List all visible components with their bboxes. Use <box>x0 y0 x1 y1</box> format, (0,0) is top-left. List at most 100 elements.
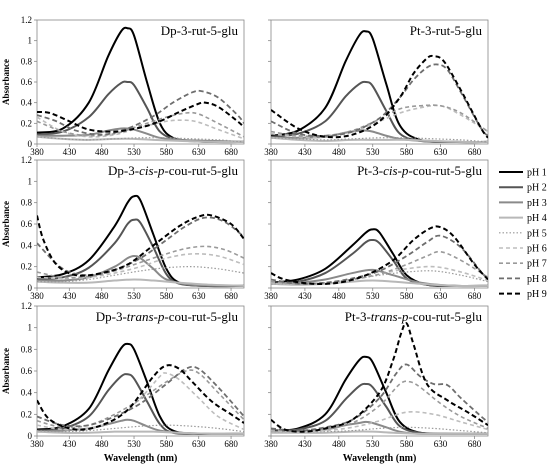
series-line-ph9 <box>37 101 244 133</box>
x-axis-label: Wavelength (nm) <box>104 453 178 464</box>
legend-item: pH 5 <box>499 228 547 239</box>
y-tick-label: 0.8 <box>21 344 33 354</box>
legend-label: pH 2 <box>527 183 547 194</box>
panel-title: Dp-3-rut-5-glu <box>161 23 239 38</box>
x-tick-label: 630 <box>434 291 448 301</box>
x-axis-label: Wavelength (nm) <box>343 453 417 464</box>
legend: pH 1 pH 2 pH 3 pH 4 pH 5 pH 6 pH 7 pH 8 pH 9 <box>499 168 547 300</box>
series-line-ph6 <box>37 252 244 280</box>
x-tick-label: 580 <box>400 147 414 157</box>
chart-panel-5: 0 0.2 0.4 0.6 0.8 1 1.2 380 430 480 530 580 630 680 Ab… <box>1 301 245 464</box>
series-line-ph9 <box>37 364 244 431</box>
series-line-ph2 <box>37 80 244 144</box>
series-line-ph4 <box>271 430 488 435</box>
panel-title: Pt-3-cis-p-cou-rut-5-glu <box>357 163 482 178</box>
legend-item: pH 2 <box>499 183 547 194</box>
x-tick-label: 630 <box>434 439 448 449</box>
series-line-ph6 <box>271 411 488 433</box>
legend-label: pH 3 <box>527 198 547 209</box>
series-line-ph9 <box>271 225 488 286</box>
series-line-ph6 <box>271 104 488 139</box>
legend-label: pH 5 <box>527 228 547 239</box>
chart-panel-2: 380 430 480 530 580 630 680 Pt-3-rut-5-glu <box>264 19 489 157</box>
series-line-ph8 <box>37 365 244 428</box>
series-line-ph4 <box>37 278 244 287</box>
y-tick-label: 0.4 <box>21 98 33 108</box>
y-axis-label: Absorbance <box>1 348 11 394</box>
legend-label: pH 6 <box>527 244 547 255</box>
chart-panel-4: 380 430 480 530 580 630 680 Pt-3-cis-p-cou-rut-… <box>264 159 489 301</box>
series-group <box>271 30 488 144</box>
x-tick-label: 380 <box>264 147 278 157</box>
x-tick-label: 680 <box>468 439 482 449</box>
y-tick-label: 0.6 <box>21 77 33 87</box>
series-line-ph9 <box>37 213 244 277</box>
legend-item: pH 3 <box>499 198 547 209</box>
x-tick-label: 630 <box>192 147 206 157</box>
series-line-ph8 <box>271 63 488 137</box>
legend-item: pH 8 <box>499 274 547 285</box>
x-tick-label: 430 <box>63 291 77 301</box>
series-line-ph8 <box>37 89 244 136</box>
chart-panel-1: 0 0.2 0.4 0.6 0.8 1 1.2 380 430 480 530 580 630 680 Ab… <box>1 15 245 157</box>
panel-title: Pt-3-trans-p-cou-rut-5-glu <box>345 309 483 324</box>
x-tick-label: 580 <box>160 439 174 449</box>
y-tick-label: 0.8 <box>21 56 33 66</box>
legend-label: pH 9 <box>527 289 547 300</box>
x-tick-label: 380 <box>30 439 44 449</box>
legend-label: pH 7 <box>527 259 547 270</box>
x-tick-label: 480 <box>95 291 109 301</box>
panel-title: Dp-3-cis-p-cou-rut-5-glu <box>108 163 238 178</box>
x-tick-label: 580 <box>400 291 414 301</box>
y-tick-label: 0.4 <box>21 388 33 398</box>
x-tick-label: 480 <box>332 291 346 301</box>
x-tick-label: 530 <box>127 291 141 301</box>
x-tick-label: 480 <box>95 439 109 449</box>
series-line-ph8 <box>37 216 244 277</box>
y-axis-label: Absorbance <box>1 201 11 247</box>
x-tick-label: 630 <box>192 291 206 301</box>
legend-item: pH 4 <box>499 213 547 224</box>
y-tick-label: 0.2 <box>21 118 32 128</box>
x-tick-label: 530 <box>366 291 380 301</box>
y-tick-label: 1 <box>28 176 33 186</box>
x-tick-label: 430 <box>298 439 312 449</box>
x-tick-label: 480 <box>95 147 109 157</box>
y-tick-label: 1.2 <box>21 15 32 25</box>
y-tick-label: 1.2 <box>21 155 32 165</box>
series-line-ph4 <box>271 136 488 144</box>
y-tick-label: 0.8 <box>21 198 33 208</box>
x-tick-label: 630 <box>434 147 448 157</box>
x-tick-label: 430 <box>63 147 77 157</box>
series-line-ph7 <box>37 245 244 279</box>
y-tick-label: 1.2 <box>21 301 32 311</box>
x-tick-label: 680 <box>224 439 238 449</box>
legend-item: pH 9 <box>499 289 547 300</box>
y-tick-label: 0 <box>28 283 33 293</box>
y-tick-label: 1 <box>28 323 33 333</box>
x-tick-label: 530 <box>366 147 380 157</box>
legend-label: pH 8 <box>527 274 547 285</box>
chart-panel-6: 380 430 480 530 580 630 680 Wavelength (nm) Pt-3… <box>264 305 489 464</box>
y-axis-label: Absorbance <box>1 59 11 105</box>
x-tick-label: 630 <box>192 439 206 449</box>
x-tick-label: 430 <box>298 291 312 301</box>
y-tick-label: 0.6 <box>21 366 33 376</box>
series-line-ph1 <box>37 342 244 436</box>
x-tick-label: 680 <box>224 291 238 301</box>
y-tick-label: 0 <box>28 139 33 149</box>
x-tick-label: 680 <box>468 291 482 301</box>
series-group <box>37 342 244 436</box>
series-line-ph7 <box>37 111 244 138</box>
series-group <box>271 321 488 435</box>
y-tick-label: 0.2 <box>21 262 32 272</box>
x-tick-label: 530 <box>127 439 141 449</box>
series-group <box>37 194 244 288</box>
series-line-ph7 <box>271 380 488 432</box>
x-tick-label: 480 <box>332 439 346 449</box>
series-line-ph2 <box>271 238 488 287</box>
series-line-ph4 <box>37 135 244 144</box>
series-line-ph4 <box>37 430 244 435</box>
x-tick-label: 530 <box>366 439 380 449</box>
